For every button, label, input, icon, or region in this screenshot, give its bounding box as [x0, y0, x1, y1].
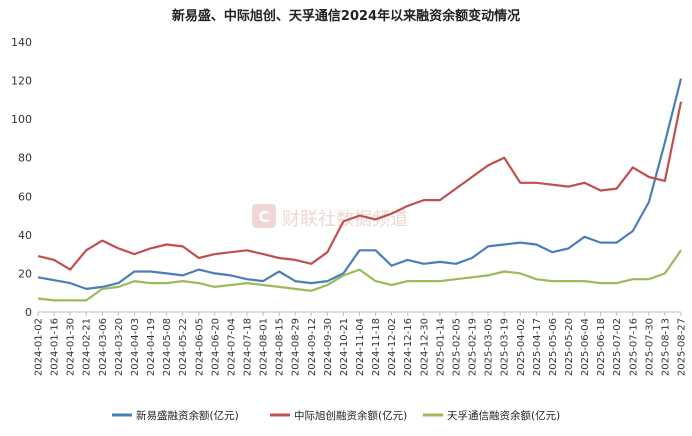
x-tick-label: 2024-09-30: [323, 318, 334, 376]
x-tick-label: 2025-04-02: [516, 318, 527, 376]
x-tick-label: 2025-03-05: [484, 318, 495, 376]
legend: 新易盛融资余额(亿元) 中际旭创融资余额(亿元) 天孚通信融资余额(亿元): [112, 409, 560, 422]
x-tick-label: 2024-09-12: [307, 318, 318, 376]
x-tick-label: 2025-08-27: [677, 318, 688, 376]
y-tick-label: 40: [18, 229, 32, 242]
x-tick-label: 2024-12-02: [387, 318, 398, 376]
x-tick-label: 2025-06-04: [580, 318, 591, 376]
y-axis: 0 20 40 60 80 100 120 140: [11, 36, 32, 319]
x-tick-label: 2024-01-30: [66, 318, 77, 376]
chart-title: 新易盛、中际旭创、天孚通信2024年以来融资余额变动情况: [172, 8, 520, 24]
series-line-2: [37, 101, 683, 271]
watermark-logo: C: [252, 204, 276, 228]
x-tick-label: 2024-01-02: [34, 318, 45, 376]
x-tick-label: 2024-04-19: [146, 318, 157, 376]
x-tick-label: 2024-01-16: [50, 318, 61, 376]
x-tick-label: 2025-05-06: [548, 318, 559, 376]
x-tick-label: 2025-06-18: [596, 318, 607, 376]
x-tick-label: 2024-02-21: [82, 318, 93, 376]
legend-label-2: 中际旭创融资余额(亿元): [294, 409, 407, 422]
x-tick-label: 2025-02-19: [468, 318, 479, 376]
x-tick-label: 2024-05-22: [178, 318, 189, 376]
x-tick-label: 2024-11-18: [371, 318, 382, 376]
x-tick-label: 2024-07-18: [242, 318, 253, 376]
x-tick-label: 2025-04-17: [532, 318, 543, 376]
legend-label-3: 天孚通信融资余额(亿元): [447, 409, 560, 422]
x-tick-label: 2025-02-05: [451, 318, 462, 376]
x-tick-label: 2025-03-19: [500, 318, 511, 376]
x-tick-label: 2025-01-14: [435, 318, 446, 376]
x-tick-label: 2025-07-02: [612, 318, 623, 376]
x-tick-label: 2024-10-21: [339, 318, 350, 376]
x-tick-label: 2024-08-15: [275, 318, 286, 376]
y-tick-label: 140: [11, 36, 32, 49]
x-tick-label: 2024-12-16: [403, 318, 414, 376]
x-axis: 2024-01-02 2024-01-16 2024-01-30 2024-02-21…: [34, 311, 688, 376]
y-tick-label: 120: [11, 75, 32, 88]
legend-label-1: 新易盛融资余额(亿元): [136, 409, 239, 422]
x-tick-label: 2024-07-04: [226, 318, 237, 376]
series-line-1: [37, 78, 683, 290]
x-tick-label: 2024-05-08: [162, 318, 173, 376]
x-tick-label: 2025-05-20: [564, 318, 575, 376]
y-tick-label: 0: [25, 306, 32, 319]
x-tick-label: 2024-04-03: [130, 318, 141, 376]
x-tick-label: 2025-07-16: [628, 318, 639, 376]
svg-text:C: C: [258, 208, 269, 226]
x-tick-label: 2024-06-05: [194, 318, 205, 376]
x-tick-label: 2025-07-30: [644, 318, 655, 376]
series-lines: [37, 78, 683, 302]
x-tick-label: 2024-08-01: [259, 318, 270, 376]
x-tick-label: 2024-06-20: [210, 318, 221, 376]
y-tick-label: 20: [18, 267, 32, 280]
y-tick-label: 60: [18, 190, 32, 203]
x-tick-label: 2025-08-13: [660, 318, 671, 376]
x-tick-label: 2024-03-06: [98, 318, 109, 376]
x-tick-label: 2024-11-04: [355, 318, 366, 376]
x-tick-label: 2024-12-30: [419, 318, 430, 376]
series-line-3: [37, 249, 682, 302]
watermark: 财联社数据频道: [282, 209, 408, 230]
x-tick-label: 2024-03-20: [114, 318, 125, 376]
x-tick-label: 2024-08-29: [291, 318, 302, 376]
y-tick-label: 80: [18, 152, 32, 165]
y-tick-label: 100: [11, 113, 32, 126]
